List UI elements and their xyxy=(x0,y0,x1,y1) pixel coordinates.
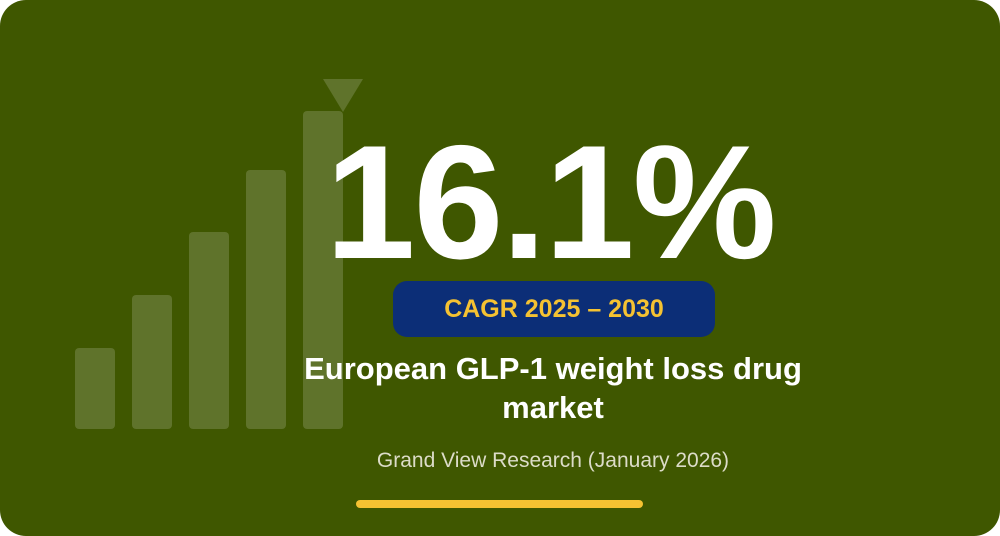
arrow-down-icon xyxy=(323,79,363,112)
bar-4 xyxy=(246,170,286,429)
cagr-badge: CAGR 2025 – 2030 xyxy=(393,281,715,337)
market-subject: European GLP-1 weight loss drug market xyxy=(304,351,802,425)
bar-2 xyxy=(132,295,172,429)
bar-1 xyxy=(75,348,115,429)
accent-underline xyxy=(356,500,643,508)
bar-5 xyxy=(303,111,343,429)
stat-value: 16.1% xyxy=(325,112,776,293)
source-citation: Grand View Research (January 2026) xyxy=(376,449,730,472)
bar-3 xyxy=(189,232,229,429)
